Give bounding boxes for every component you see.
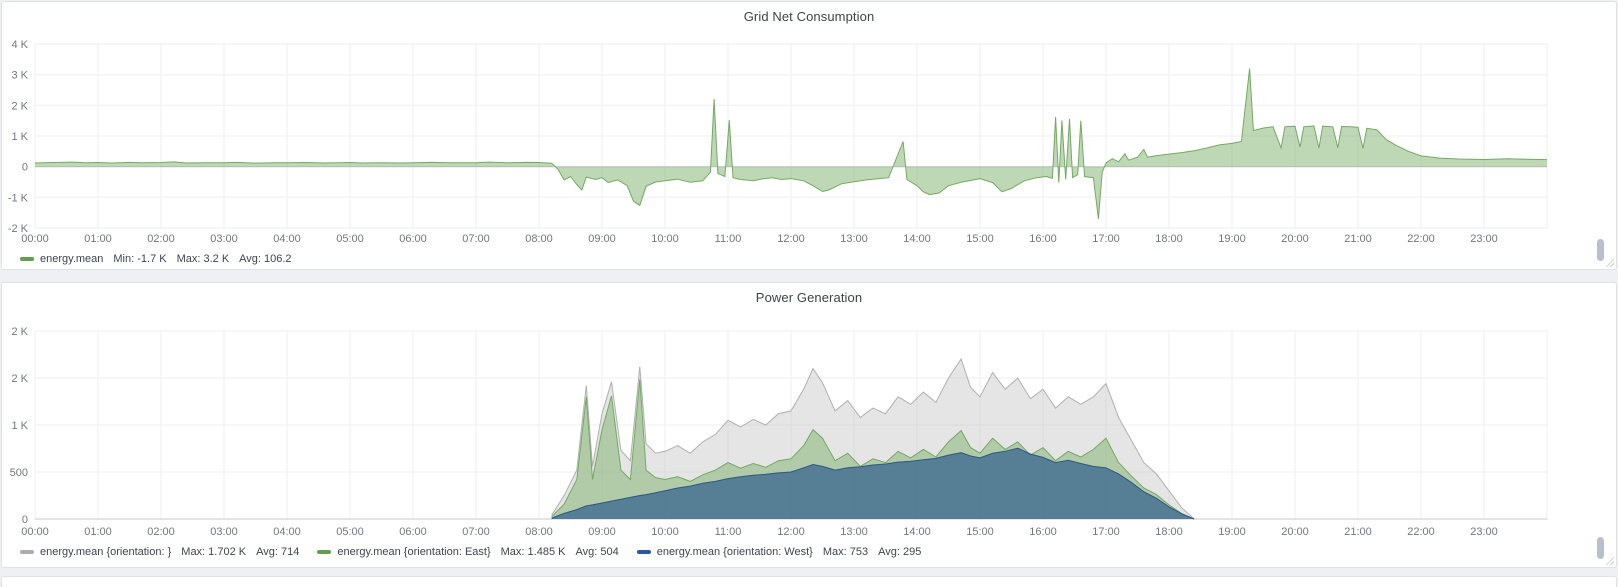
svg-text:2 K: 2 K	[11, 373, 28, 385]
legend: energy.mean Min: -1.7 K Max: 3.2 K Avg: …	[20, 253, 1616, 265]
svg-text:12:00: 12:00	[777, 526, 805, 538]
svg-text:15:00: 15:00	[966, 526, 994, 538]
panel-grid-net-consumption: Grid Net Consumption 4 K 3 K 2 K 1 K 0 -1 K -2…	[1, 1, 1617, 270]
svg-text:-2 K: -2 K	[8, 223, 29, 235]
svg-text:00:00: 00:00	[21, 233, 49, 245]
svg-text:500: 500	[10, 467, 28, 479]
svg-text:21:00: 21:00	[1344, 233, 1372, 245]
svg-text:16:00: 16:00	[1029, 233, 1057, 245]
svg-text:12:00: 12:00	[777, 233, 805, 245]
svg-text:02:00: 02:00	[147, 233, 175, 245]
series-max: Max: 1.485 K	[500, 546, 566, 558]
panel-title[interactable]: Grid Net Consumption	[743, 9, 875, 24]
svg-text:14:00: 14:00	[903, 526, 931, 538]
legend: energy.mean {orientation: } Max: 1.702 K…	[20, 546, 1616, 558]
svg-text:05:00: 05:00	[336, 526, 364, 538]
panel-power-generation: Power Generation 2 K 2 K 1 K 500 0 00:00 01:00…	[1, 282, 1617, 568]
panel-resize-handle[interactable]	[1604, 257, 1614, 267]
legend-item: energy.mean {orientation: } Max: 1.702 K…	[20, 546, 299, 558]
legend-scrollbar-thumb[interactable]	[1597, 239, 1604, 261]
series-avg: Avg: 106.2	[239, 253, 292, 265]
legend-item: energy.mean {orientation: West} Max: 753…	[636, 546, 922, 558]
svg-text:18:00: 18:00	[1155, 526, 1183, 538]
series-name[interactable]: energy.mean {orientation: West}	[656, 546, 813, 558]
svg-text:11:00: 11:00	[715, 233, 742, 245]
svg-text:16:00: 16:00	[1029, 526, 1057, 538]
svg-text:08:00: 08:00	[525, 526, 553, 538]
svg-text:15:00: 15:00	[966, 233, 994, 245]
panel-title[interactable]: Power Generation	[755, 290, 863, 305]
svg-text:2 K: 2 K	[11, 326, 28, 338]
svg-text:07:00: 07:00	[462, 526, 490, 538]
svg-text:08:00: 08:00	[525, 233, 553, 245]
power-generation-chart[interactable]: 2 K 2 K 1 K 500 000:00 01:00 02:00 03:00 04:00 05…	[2, 309, 1616, 543]
grid-net-consumption-chart[interactable]: 4 K 3 K 2 K 1 K 0 -1 K -2 K00:00 01:00 02:00 03:0…	[2, 28, 1616, 250]
svg-text:19:00: 19:00	[1218, 526, 1246, 538]
svg-text:20:00: 20:00	[1281, 233, 1309, 245]
series-name[interactable]: energy.mean {orientation: }	[40, 546, 172, 558]
svg-text:-1 K: -1 K	[8, 192, 29, 204]
svg-text:17:00: 17:00	[1092, 233, 1120, 245]
svg-text:07:00: 07:00	[462, 233, 490, 245]
svg-text:09:00: 09:00	[588, 526, 616, 538]
svg-text:22:00: 22:00	[1407, 526, 1435, 538]
svg-text:18:00: 18:00	[1155, 233, 1183, 245]
svg-text:13:00: 13:00	[840, 526, 868, 538]
svg-text:09:00: 09:00	[588, 233, 616, 245]
svg-text:06:00: 06:00	[399, 233, 427, 245]
svg-text:4 K: 4 K	[11, 39, 28, 51]
series-min: Min: -1.7 K	[113, 253, 167, 265]
svg-text:1 K: 1 K	[11, 131, 28, 143]
series-color-swatch	[317, 550, 332, 554]
svg-text:13:00: 13:00	[840, 233, 868, 245]
series-max: Max: 1.702 K	[181, 546, 247, 558]
series-avg: Avg: 295	[878, 546, 922, 558]
svg-text:2 K: 2 K	[11, 100, 28, 112]
svg-text:19:00: 19:00	[1218, 233, 1246, 245]
svg-text:01:00: 01:00	[84, 233, 112, 245]
series-max: Max: 3.2 K	[176, 253, 230, 265]
svg-text:1 K: 1 K	[11, 420, 28, 432]
svg-text:17:00: 17:00	[1092, 526, 1120, 538]
series-avg: Avg: 714	[256, 546, 300, 558]
legend-item: energy.mean {orientation: East} Max: 1.4…	[317, 546, 619, 558]
svg-text:01:00: 01:00	[84, 526, 112, 538]
svg-text:0: 0	[22, 514, 28, 526]
svg-text:10:00: 10:00	[651, 526, 679, 538]
svg-text:23:00: 23:00	[1470, 526, 1498, 538]
series-color-swatch	[636, 550, 651, 554]
svg-text:21:00: 21:00	[1344, 526, 1372, 538]
series-color-swatch	[20, 550, 34, 554]
svg-text:04:00: 04:00	[273, 526, 301, 538]
svg-text:04:00: 04:00	[273, 233, 301, 245]
svg-text:3 K: 3 K	[11, 70, 28, 82]
svg-text:06:00: 06:00	[399, 526, 427, 538]
series-name[interactable]: energy.mean	[40, 253, 104, 265]
svg-text:23:00: 23:00	[1470, 233, 1498, 245]
svg-text:0: 0	[22, 162, 28, 174]
series-color-swatch	[20, 257, 34, 261]
legend-item: energy.mean Min: -1.7 K Max: 3.2 K Avg: …	[20, 253, 292, 265]
svg-text:11:00: 11:00	[715, 526, 742, 538]
next-panel-top-edge	[1, 576, 1617, 587]
svg-text:14:00: 14:00	[903, 233, 931, 245]
panel-resize-handle[interactable]	[1604, 555, 1614, 565]
series-max: Max: 753	[822, 546, 869, 558]
svg-text:05:00: 05:00	[336, 233, 364, 245]
svg-text:03:00: 03:00	[210, 526, 238, 538]
legend-scrollbar-thumb[interactable]	[1597, 537, 1604, 559]
svg-text:03:00: 03:00	[210, 233, 238, 245]
series-avg: Avg: 504	[575, 546, 619, 558]
series-name[interactable]: energy.mean {orientation: East}	[337, 546, 491, 558]
svg-text:00:00: 00:00	[21, 526, 49, 538]
svg-text:10:00: 10:00	[651, 233, 679, 245]
svg-text:22:00: 22:00	[1407, 233, 1435, 245]
svg-text:20:00: 20:00	[1281, 526, 1309, 538]
svg-text:02:00: 02:00	[147, 526, 175, 538]
